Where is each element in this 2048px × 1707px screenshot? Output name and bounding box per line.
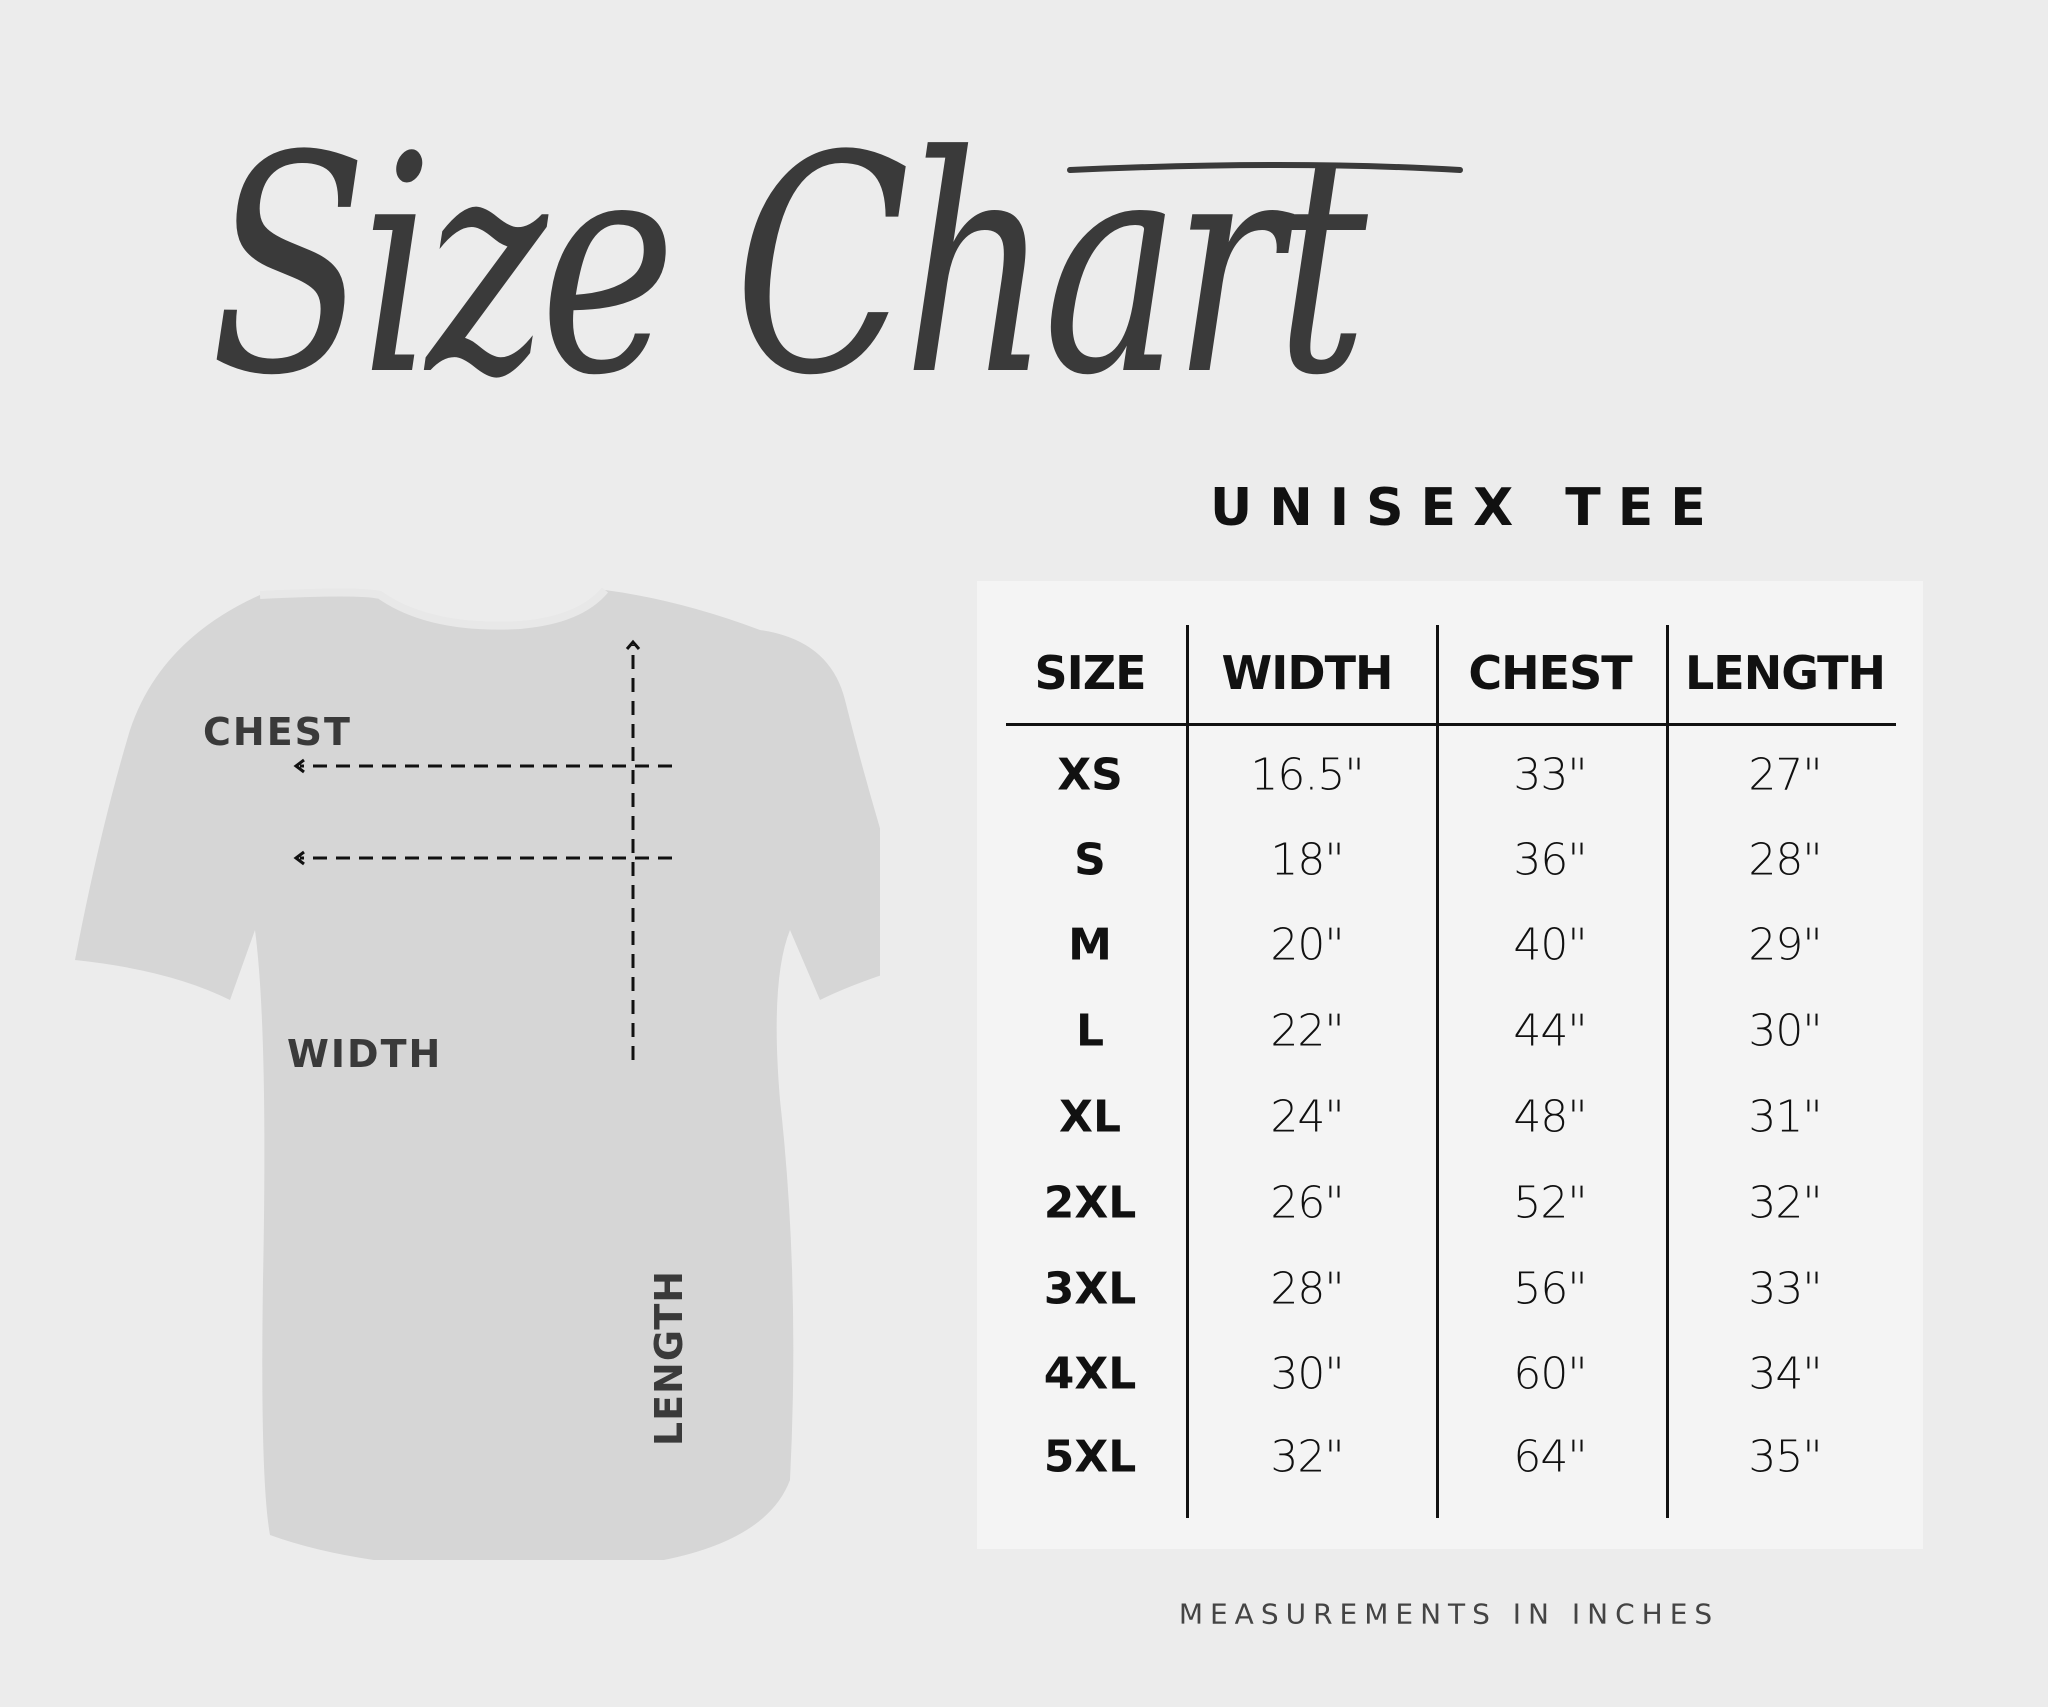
measurement-cell: 36" xyxy=(1513,834,1587,886)
measurement-cell: 32" xyxy=(1270,1431,1344,1483)
length-label: LENGTH xyxy=(647,1269,691,1447)
measurement-cell: 16.5" xyxy=(1250,749,1364,801)
size-cell: XS xyxy=(1057,749,1123,801)
measurement-note: MEASUREMENTS IN INCHES xyxy=(1178,1597,1720,1631)
column-header: LENGTH xyxy=(1684,646,1886,700)
measurement-cell: 44" xyxy=(1513,1005,1587,1057)
measurement-cell: 48" xyxy=(1513,1091,1587,1143)
measurement-cell: 26" xyxy=(1270,1177,1344,1229)
measurement-cell: 30" xyxy=(1270,1348,1344,1400)
chest-label: CHEST xyxy=(203,710,352,754)
measurement-cell: 34" xyxy=(1748,1348,1822,1400)
measurement-cell: 29" xyxy=(1748,919,1822,971)
title-flourish xyxy=(1067,162,1463,173)
measurement-cell: 28" xyxy=(1270,1263,1344,1315)
measurement-cell: 28" xyxy=(1748,834,1822,886)
measurement-cell: 35" xyxy=(1748,1431,1822,1483)
tshirt-shape xyxy=(75,590,880,1560)
column-header: WIDTH xyxy=(1221,646,1394,700)
column-divider xyxy=(1436,625,1439,1518)
measurement-cell: 24" xyxy=(1270,1091,1344,1143)
measurement-cell: 31" xyxy=(1748,1091,1822,1143)
measurement-cell: 64" xyxy=(1513,1431,1587,1483)
size-cell: M xyxy=(1068,919,1112,971)
size-cell: L xyxy=(1075,1005,1105,1057)
measurement-cell: 56" xyxy=(1513,1263,1587,1315)
measurement-cell: 32" xyxy=(1748,1177,1822,1229)
measurement-cell: 20" xyxy=(1270,919,1344,971)
measurement-cell: 60" xyxy=(1513,1348,1587,1400)
header-divider xyxy=(1006,723,1896,726)
measurement-cell: 27" xyxy=(1748,749,1822,801)
measurement-cell: 52" xyxy=(1513,1177,1587,1229)
size-table: SIZE WIDTH CHEST LENGTH XS 16.5" 33" 27" S 18" 36"… xyxy=(977,581,1923,1549)
size-cell: 2XL xyxy=(1043,1177,1137,1229)
column-header: CHEST xyxy=(1468,646,1632,700)
measurement-cell: 22" xyxy=(1270,1005,1344,1057)
size-chart-title: Size Chart xyxy=(210,92,1463,441)
measurement-cell: 33" xyxy=(1513,749,1587,801)
tshirt-diagram: CHEST xyxy=(75,587,880,1560)
size-cell: S xyxy=(1074,834,1106,886)
column-divider xyxy=(1186,625,1189,1518)
product-subtitle: UNISEX TEE xyxy=(1210,478,1723,538)
measurement-cell: 40" xyxy=(1513,919,1587,971)
size-cell: 3XL xyxy=(1043,1263,1137,1315)
measurement-cell: 30" xyxy=(1748,1005,1822,1057)
title-text: Size Chart xyxy=(210,92,1369,441)
size-cell: 5XL xyxy=(1043,1431,1137,1483)
column-divider xyxy=(1666,625,1669,1518)
size-cell: XL xyxy=(1059,1091,1121,1143)
width-label: WIDTH xyxy=(287,1032,443,1076)
size-cell: 4XL xyxy=(1043,1348,1137,1400)
column-header: SIZE xyxy=(1034,646,1146,700)
measurement-cell: 33" xyxy=(1748,1263,1822,1315)
measurement-cell: 18" xyxy=(1270,834,1344,886)
